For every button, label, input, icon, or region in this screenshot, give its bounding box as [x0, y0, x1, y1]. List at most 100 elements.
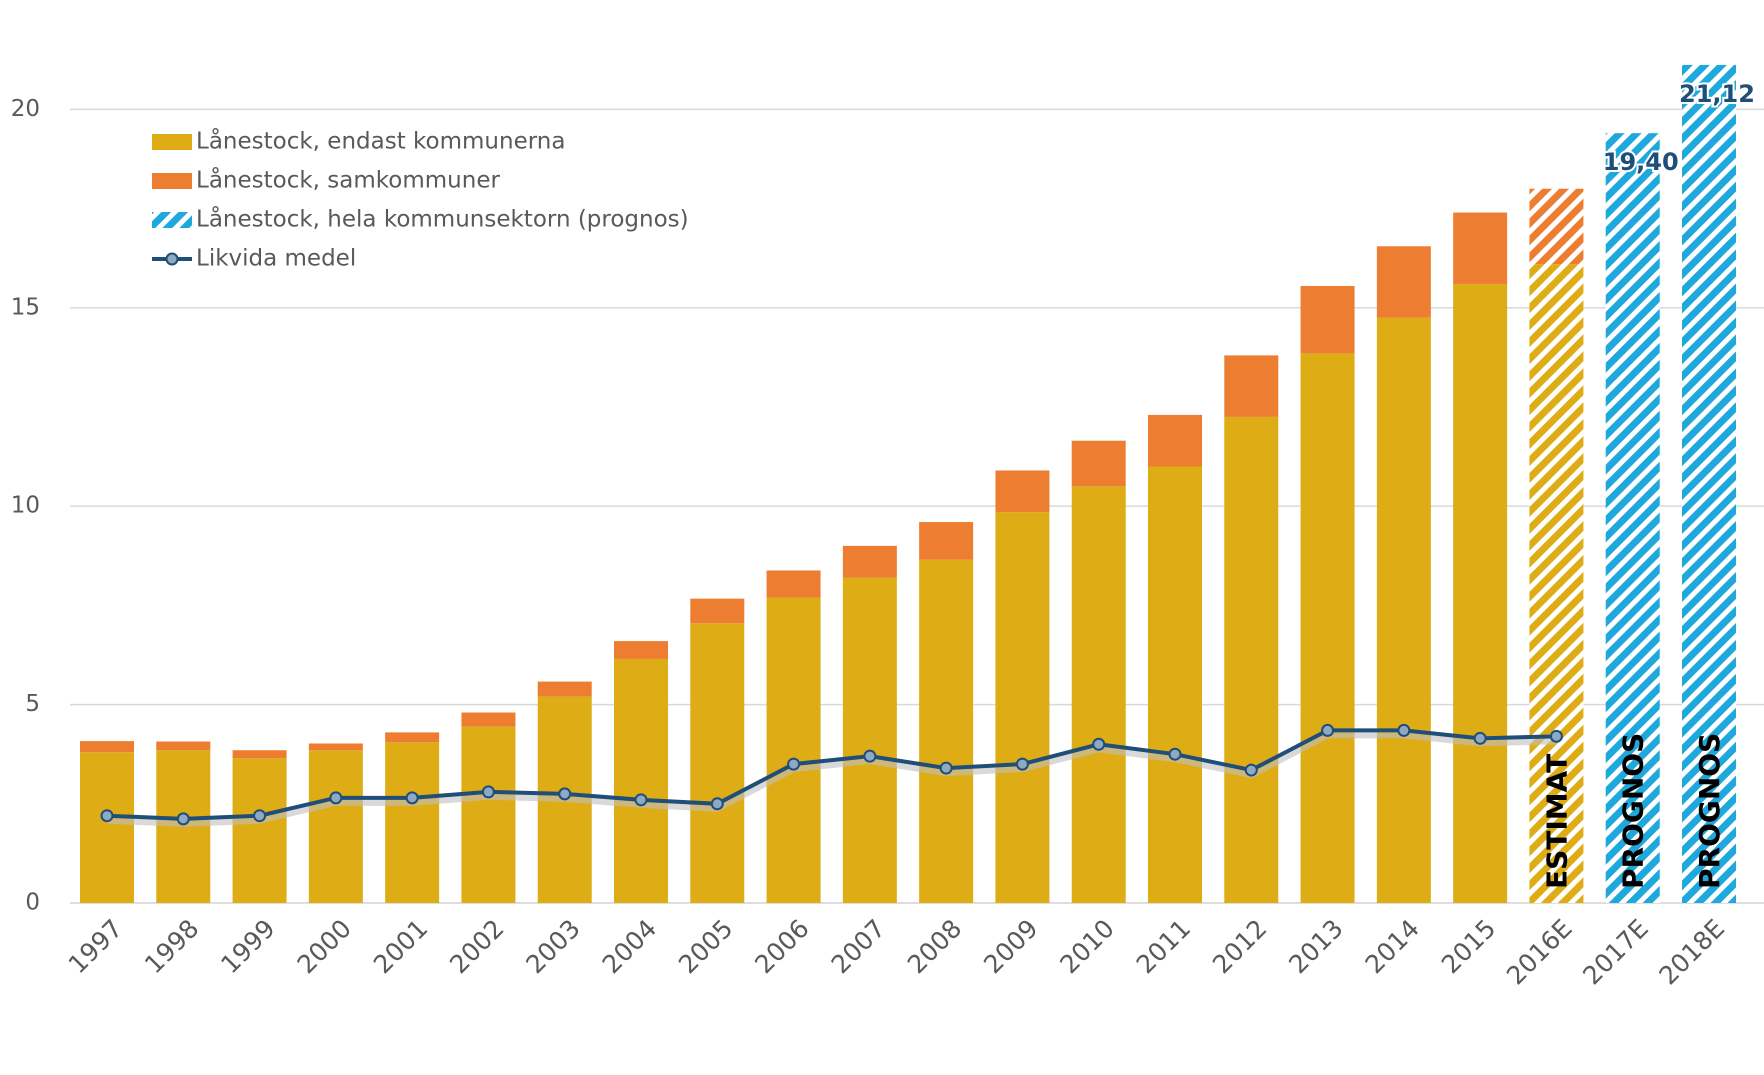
bar [1300, 353, 1355, 903]
bar [919, 559, 974, 903]
x-tick-label: 2006 [749, 914, 814, 979]
bar [385, 732, 440, 743]
value-label: 21,12 [1679, 80, 1755, 108]
legend-label: Lånestock, endast kommunerna [196, 127, 565, 155]
bar [308, 743, 363, 751]
bar [842, 545, 897, 578]
line-marker [1321, 723, 1335, 737]
annotation: PROGNOS [1693, 733, 1726, 889]
line-marker [253, 809, 267, 823]
bar [537, 681, 592, 697]
bar [919, 522, 974, 560]
line-marker [558, 787, 572, 801]
x-tick-label: 2009 [978, 914, 1043, 979]
x-tick-label: 2011 [1131, 914, 1196, 979]
y-tick-label: 0 [25, 890, 40, 916]
line-marker [1397, 723, 1411, 737]
bar [1148, 414, 1202, 467]
bar [461, 726, 516, 903]
x-tick-label: 2008 [902, 914, 967, 979]
x-tick-label: 2005 [673, 914, 738, 979]
bar [995, 512, 1050, 903]
bar [232, 750, 287, 759]
line-marker [100, 809, 114, 823]
legend-swatch [152, 212, 192, 228]
bar [995, 470, 1050, 513]
line-marker [1549, 729, 1563, 743]
x-tick-label: 2003 [520, 914, 585, 979]
y-tick-label: 15 [11, 294, 40, 320]
line-marker [1168, 747, 1182, 761]
y-tick-label: 5 [25, 691, 40, 717]
x-tick-label: 2000 [292, 914, 357, 979]
x-tick-label: 2012 [1207, 914, 1272, 979]
legend-label: Lånestock, hela kommunsektorn (prognos) [196, 205, 689, 233]
bar [1529, 264, 1584, 903]
bar [1376, 317, 1431, 903]
bar [766, 570, 821, 598]
legend-swatch [152, 173, 192, 189]
x-tick-label: 2017E [1577, 914, 1654, 991]
line-marker [329, 791, 343, 805]
bar [690, 623, 745, 903]
bar [232, 758, 287, 903]
legend-swatch [152, 134, 192, 150]
bar [1071, 486, 1126, 903]
legend-marker [165, 252, 179, 266]
line-marker [863, 749, 877, 763]
legend-label: Likvida medel [196, 246, 356, 272]
line-marker [405, 791, 419, 805]
line-shadow [106, 730, 1557, 827]
line-marker [1473, 731, 1487, 745]
bar [308, 750, 363, 903]
x-tick-label: 1998 [139, 914, 204, 979]
bar [461, 712, 516, 727]
line-marker [1092, 737, 1106, 751]
x-tick-label: 2015 [1436, 914, 1501, 979]
x-tick-label: 2010 [1054, 914, 1119, 979]
line-marker [787, 757, 801, 771]
line-marker [1015, 757, 1029, 771]
annotation: PROGNOS [1617, 733, 1650, 889]
value-label: 19,40 [1603, 148, 1679, 176]
bar [385, 742, 440, 903]
bar [690, 598, 745, 624]
x-tick-label: 2016E [1501, 914, 1578, 991]
bar [1453, 212, 1508, 284]
y-tick-label: 20 [11, 96, 40, 122]
bar [614, 641, 668, 659]
annotation: ESTIMAT [1540, 754, 1573, 889]
bar [614, 658, 668, 903]
bar [766, 597, 821, 903]
x-tick-label: 2013 [1283, 914, 1348, 979]
line-marker [710, 797, 724, 811]
line-marker [634, 793, 648, 807]
bar [1300, 285, 1355, 354]
x-tick-label: 2018E [1654, 914, 1731, 991]
bar [842, 577, 897, 903]
bar [80, 741, 134, 753]
bar [80, 752, 134, 903]
line-marker [176, 812, 190, 826]
x-tick-label: 2014 [1360, 914, 1425, 979]
line-marker [1244, 763, 1258, 777]
x-tick-label: 1997 [63, 914, 128, 979]
x-tick-label: 2001 [368, 914, 433, 979]
bar [1376, 246, 1431, 318]
line-marker [939, 761, 953, 775]
x-tick-label: 1999 [215, 914, 280, 979]
legend-label: Lånestock, samkommuner [196, 166, 500, 194]
y-tick-label: 10 [11, 493, 40, 519]
line-marker [481, 785, 495, 799]
bar [1529, 188, 1584, 265]
bar [1605, 133, 1660, 903]
bar [1071, 440, 1126, 487]
x-tick-label: 2007 [826, 914, 891, 979]
bar [1224, 355, 1279, 417]
line [106, 728, 1557, 821]
x-tick-label: 2002 [444, 914, 509, 979]
bar [156, 741, 211, 751]
bar [1682, 64, 1736, 904]
bar [1224, 416, 1279, 903]
